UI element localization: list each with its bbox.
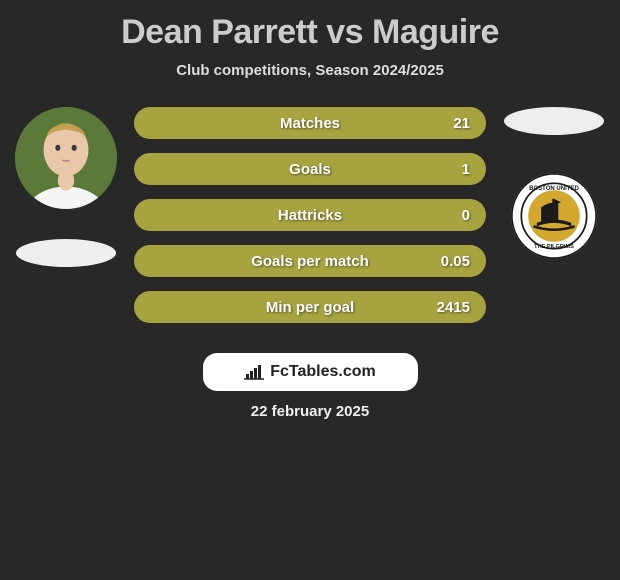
player-left-column: [6, 107, 126, 267]
stat-row-goals: Goals 1: [134, 153, 486, 185]
stat-value: 2415: [437, 299, 470, 316]
main-container: Dean Parrett vs Maguire Club competition…: [0, 0, 620, 425]
stat-row-matches: Matches 21: [134, 107, 486, 139]
svg-text:THE PILGRIMS: THE PILGRIMS: [534, 244, 574, 250]
stats-column: Matches 21 Goals 1 Hattricks 0 Goals per…: [134, 107, 486, 323]
footer-date: 22 february 2025: [0, 403, 620, 420]
stat-label: Min per goal: [266, 299, 354, 316]
club-crest-icon: BOSTON UNITED THE PILGRIMS: [511, 173, 597, 259]
team-right-badge: [504, 107, 604, 135]
page-title: Dean Parrett vs Maguire: [0, 13, 620, 52]
stat-label: Goals: [289, 161, 331, 178]
stat-value: 21: [453, 115, 470, 132]
stat-value: 1: [462, 161, 470, 178]
page-subtitle: Club competitions, Season 2024/2025: [0, 62, 620, 79]
stat-label: Hattricks: [278, 207, 342, 224]
player-left-photo: [15, 107, 117, 209]
club-right-logo: BOSTON UNITED THE PILGRIMS: [511, 173, 597, 259]
team-left-badge: [16, 239, 116, 267]
stat-row-goals-per-match: Goals per match 0.05: [134, 245, 486, 277]
brand-text: FcTables.com: [270, 363, 376, 381]
brand-badge: FcTables.com: [203, 353, 418, 391]
stat-label: Goals per match: [251, 253, 369, 270]
player-portrait-icon: [15, 107, 117, 209]
svg-text:BOSTON UNITED: BOSTON UNITED: [529, 186, 579, 192]
stat-row-min-per-goal: Min per goal 2415: [134, 291, 486, 323]
chart-icon: [244, 363, 266, 381]
stat-row-hattricks: Hattricks 0: [134, 199, 486, 231]
stat-label: Matches: [280, 115, 340, 132]
player-right-column: BOSTON UNITED THE PILGRIMS: [494, 107, 614, 259]
comparison-panel: Matches 21 Goals 1 Hattricks 0 Goals per…: [0, 107, 620, 323]
stat-value: 0.05: [441, 253, 470, 270]
stat-value: 0: [462, 207, 470, 224]
